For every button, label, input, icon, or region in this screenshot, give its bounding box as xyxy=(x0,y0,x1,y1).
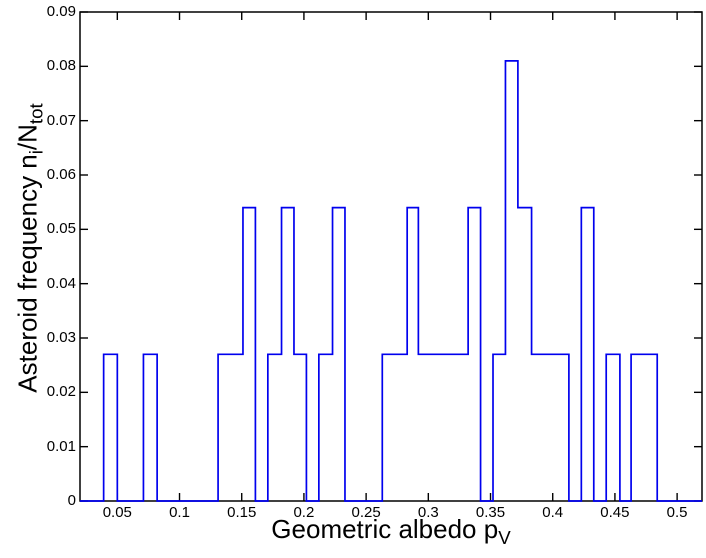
y-tick-label: 0 xyxy=(67,492,76,509)
y-axis-label-subscript-tot: tot xyxy=(25,103,47,125)
x-tick-label: 0.35 xyxy=(475,504,506,521)
y-tick-label: 0.02 xyxy=(46,383,76,401)
x-tick-label: 0.5 xyxy=(666,504,688,521)
y-tick-label: 0.06 xyxy=(46,166,76,183)
y-tick-label: 0.05 xyxy=(46,220,76,238)
x-tick-label: 0.45 xyxy=(600,504,630,521)
x-tick-label: 0.05 xyxy=(102,504,132,521)
y-axis-label: Asteroid frequency ni/Ntot xyxy=(12,103,51,392)
y-axis-label-subscript-i: i xyxy=(25,150,47,155)
y-axis-label-mid: /N xyxy=(12,124,43,151)
y-tick-label: 0.04 xyxy=(46,274,76,292)
y-tick-label: 0.01 xyxy=(46,437,76,455)
x-tick-label: 0.15 xyxy=(227,504,257,521)
y-axis-label-text: Asteroid frequency n xyxy=(12,154,43,393)
x-axis-label-subscript-v: V xyxy=(498,527,511,549)
plot-border-box xyxy=(79,11,703,502)
y-tick-label: 0.07 xyxy=(46,111,76,129)
x-tick-label: 0.3 xyxy=(417,504,439,521)
x-tick-label: 0.25 xyxy=(351,504,381,521)
x-axis-label: Geometric albedo pV xyxy=(80,514,702,553)
x-tick-label: 0.4 xyxy=(542,504,564,521)
x-tick-label: 0.2 xyxy=(293,504,315,521)
x-axis-label-text: Geometric albedo p xyxy=(271,514,499,544)
y-tick-label: 0.08 xyxy=(46,57,76,75)
histogram-outline xyxy=(80,60,702,502)
y-tick-label: 0.09 xyxy=(46,3,76,20)
y-tick-label: 0.03 xyxy=(46,329,76,346)
x-tick-label: 0.1 xyxy=(169,504,190,521)
